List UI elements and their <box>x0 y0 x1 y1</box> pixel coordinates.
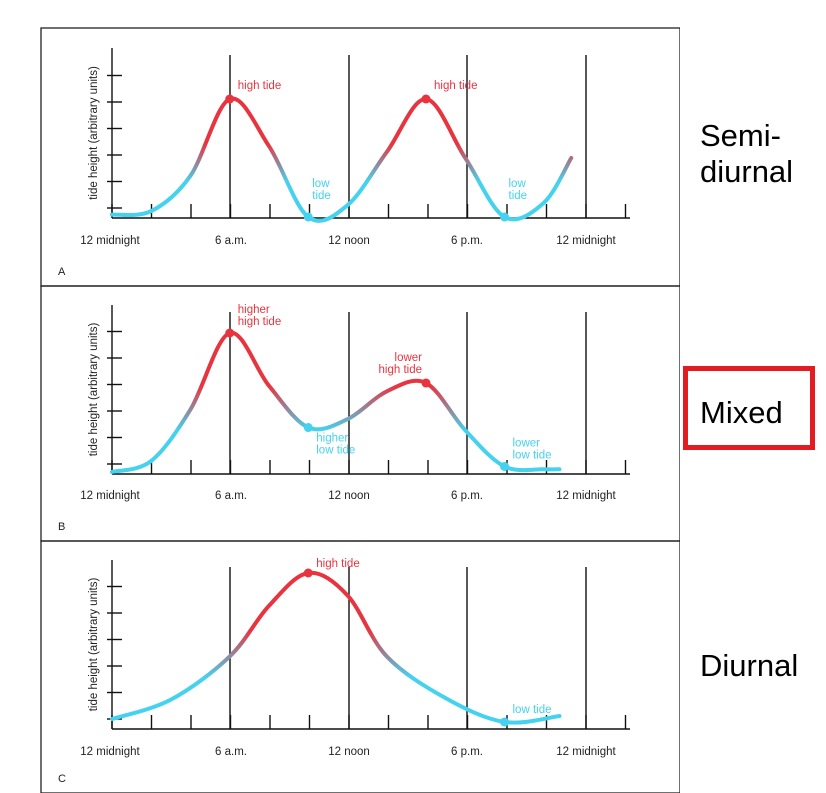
low-tide-marker <box>303 423 313 433</box>
panel-A: 12 midnight 6 a.m. 12 noon 6 p.m. 12 midnigh… <box>40 27 680 287</box>
low-tide-label: higher <box>316 433 348 445</box>
low-tide-label: low tide <box>316 445 355 457</box>
low-tide-label: low tide <box>513 704 552 716</box>
panel-letter: B <box>58 521 65 533</box>
tide-curve <box>110 96 574 223</box>
low-tide-label: tide <box>312 190 331 202</box>
x-tick-label: 6 a.m. <box>215 746 247 758</box>
x-tick-label: 12 noon <box>328 746 370 758</box>
high-tide-marker <box>225 328 235 338</box>
x-tick-label: 12 midnight <box>556 235 616 247</box>
x-tick-label: 6 a.m. <box>215 235 247 247</box>
x-tick-label: 12 midnight <box>556 490 616 502</box>
panel-frame <box>40 540 680 793</box>
semi-line-1: Semi- <box>700 118 781 153</box>
x-tick-label: 6 a.m. <box>215 490 247 502</box>
x-tick-label: 6 p.m. <box>451 746 483 758</box>
semi-diurnal-label: Semi-diurnal <box>700 118 793 190</box>
low-tide-label: low tide <box>513 449 552 461</box>
low-tide-label: low <box>312 178 330 190</box>
x-tick-label: 12 noon <box>328 490 370 502</box>
high-tide-marker <box>303 568 313 578</box>
high-tide-label: lower <box>395 352 423 364</box>
x-tick-label: 6 p.m. <box>451 490 483 502</box>
diurnal-label: Diurnal <box>700 648 799 683</box>
low-tide-marker <box>500 212 509 222</box>
panel-B: 12 midnight 6 a.m. 12 noon 6 p.m. 12 midnigh… <box>40 285 680 542</box>
high-tide-label: high tide <box>379 364 422 376</box>
y-axis-title: tide height (arbitrary units) <box>88 323 100 457</box>
y-axis-title: tide height (arbitrary units) <box>88 66 100 200</box>
low-tide-label: low <box>509 178 527 190</box>
x-tick-label: 12 midnight <box>556 746 616 758</box>
high-tide-marker <box>421 94 431 104</box>
panel-frame <box>40 27 680 287</box>
high-tide-marker <box>225 94 235 104</box>
high-tide-marker <box>421 378 431 388</box>
low-tide-label: lower <box>513 437 541 449</box>
semi-line-2: diurnal <box>700 154 794 189</box>
tide-curve <box>110 570 562 725</box>
mixed-highlight-box <box>683 366 815 450</box>
x-tick-label: 6 p.m. <box>451 235 483 247</box>
mixed-label: Mixed <box>700 395 783 430</box>
high-tide-label: high tide <box>238 80 281 92</box>
x-tick-label: 12 midnight <box>80 490 140 502</box>
high-tide-label: high tide <box>316 558 359 570</box>
x-tick-label: 12 noon <box>328 235 370 247</box>
x-tick-label: 12 midnight <box>80 746 140 758</box>
panel-frame <box>40 285 680 542</box>
low-tide-marker <box>303 212 313 222</box>
panel-C: 12 midnight 6 a.m. 12 noon 6 p.m. 12 midnigh… <box>40 540 680 793</box>
high-tide-label: higher <box>238 304 270 316</box>
panel-letter: C <box>58 773 66 785</box>
low-tide-marker <box>500 461 509 471</box>
high-tide-label: high tide <box>434 80 477 92</box>
y-axis-title: tide height (arbitrary units) <box>88 578 100 712</box>
x-tick-label: 12 midnight <box>80 235 140 247</box>
low-tide-label: tide <box>509 190 528 202</box>
high-tide-label: high tide <box>238 316 281 328</box>
panel-letter: A <box>58 266 66 278</box>
low-tide-marker <box>500 717 509 727</box>
